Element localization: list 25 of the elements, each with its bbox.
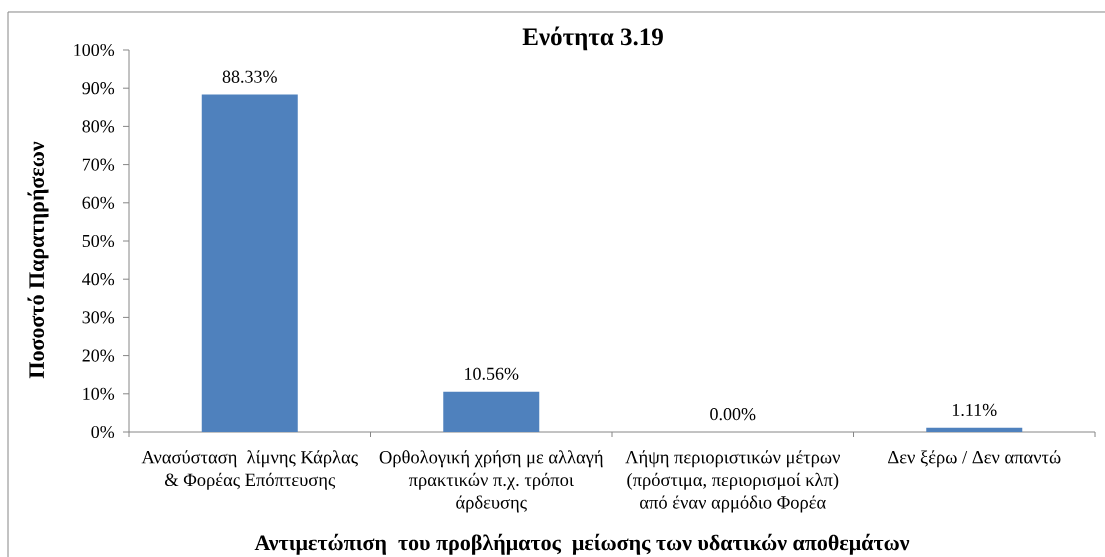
data-label: 1.11% — [952, 403, 997, 417]
x-tick-label: Λήψη περιοριστικών μέτρων (πρόστιμα, περιορισμοί κλπ) από έναν αρμόδιο Φορέα — [625, 450, 840, 513]
data-label: 10.56% — [465, 367, 519, 380]
y-tick-label: 50% — [82, 234, 115, 248]
data-label: 88.33% — [222, 70, 277, 83]
chart-title: Ενότητα 3.19 — [522, 26, 663, 51]
x-axis-title: Αντιμετώπιση του προβλήματος μείωσης των υδατικών αποθεμάτων — [254, 533, 910, 555]
y-tick-label: 40% — [82, 273, 115, 286]
y-tick-label: 70% — [82, 158, 115, 171]
y-tick-label: 0% — [91, 425, 115, 439]
y-tick-label: 80% — [82, 120, 115, 133]
y-tick-label: 100% — [74, 43, 115, 57]
y-tick-label: 30% — [82, 311, 115, 324]
x-tick-label: Ανασύσταση λίμνης Κάρλας & Φορέας Επόπτευσης — [141, 450, 358, 490]
x-tick-label: Δεν ξέρω / Δεν απαντώ — [888, 450, 1061, 468]
bar — [926, 427, 1023, 432]
x-tick-label: Ορθολογική χρήση με αλλαγή πρακτικών π.χ. τρόποι άρδευσης — [379, 450, 603, 513]
y-tick-label: 90% — [82, 82, 115, 95]
y-axis-title: Ποσοστό Παρατηρήσεων — [27, 141, 49, 379]
y-tick-label: 60% — [82, 196, 115, 209]
y-tick-label: 20% — [82, 349, 115, 362]
y-tick-label: 10% — [83, 387, 115, 400]
bar — [443, 391, 540, 432]
data-label: 0.00% — [710, 408, 756, 421]
bar — [201, 94, 298, 432]
